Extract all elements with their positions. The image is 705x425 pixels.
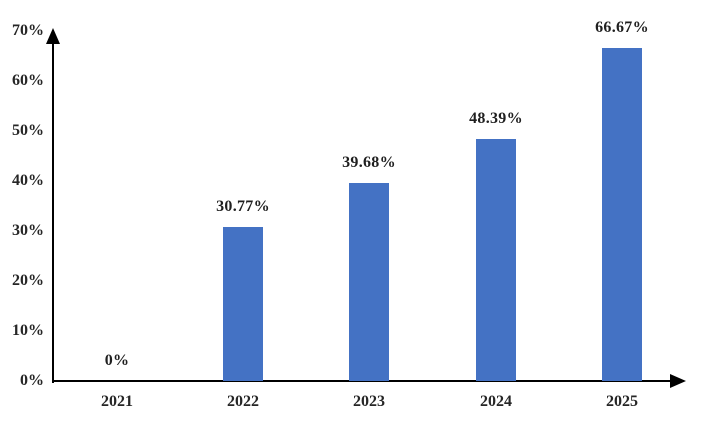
- y-axis-tick-label: 30%: [12, 222, 44, 239]
- data-label-2024: 48.39%: [469, 110, 523, 127]
- x-axis-label-2023: 2023: [353, 393, 385, 410]
- x-axis-label-2024: 2024: [480, 393, 512, 410]
- x-axis-label-2025: 2025: [606, 393, 638, 410]
- data-label-2025: 66.67%: [595, 19, 649, 36]
- bar-2022: [223, 227, 263, 381]
- y-axis-tick-label: 60%: [12, 72, 44, 89]
- y-axis-tick-label: 70%: [12, 22, 44, 39]
- x-axis-arrow-right-icon: [670, 374, 686, 388]
- data-label-2023: 39.68%: [342, 154, 396, 171]
- y-axis-line: [52, 36, 54, 383]
- y-axis-tick-label: 0%: [20, 372, 44, 389]
- data-label-2022: 30.77%: [216, 198, 270, 215]
- bar-2023: [349, 183, 389, 381]
- y-axis-tick-label: 10%: [12, 322, 44, 339]
- bar-2024: [476, 139, 516, 381]
- y-axis-tick-label: 50%: [12, 122, 44, 139]
- y-axis-arrow-up-icon: [46, 28, 60, 44]
- x-axis-label-2022: 2022: [227, 393, 259, 410]
- x-axis-label-2021: 2021: [101, 393, 133, 410]
- data-label-2021: 0%: [104, 352, 130, 369]
- y-axis-tick-label: 40%: [12, 172, 44, 189]
- y-axis-tick-label: 20%: [12, 272, 44, 289]
- bar-2025: [602, 48, 642, 381]
- x-axis-line: [52, 380, 674, 382]
